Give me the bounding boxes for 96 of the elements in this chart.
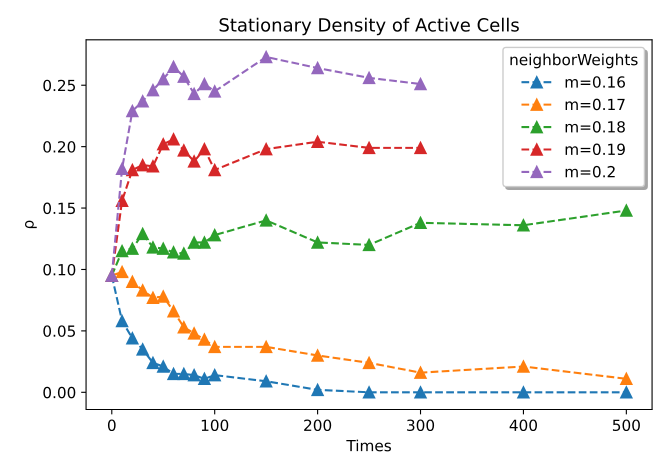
point [311, 62, 324, 74]
point [517, 386, 530, 399]
point [126, 164, 139, 176]
point [116, 266, 128, 278]
point [188, 368, 200, 382]
point [136, 158, 149, 172]
point [167, 304, 180, 318]
point [156, 290, 170, 303]
point [208, 340, 221, 354]
point [178, 144, 190, 157]
point [198, 236, 211, 249]
point [414, 78, 427, 90]
point [362, 142, 376, 154]
point [198, 333, 211, 346]
point [136, 228, 149, 240]
legend-label: m=0.18 [566, 121, 625, 133]
point [188, 327, 200, 340]
point [156, 72, 170, 86]
point [167, 368, 180, 380]
point [260, 340, 272, 354]
y-axis-title: ρ [25, 220, 37, 228]
y-tick-label: 0.00 [43, 386, 76, 398]
point [198, 78, 211, 90]
point [260, 375, 272, 388]
x-tick-label: 0 [108, 419, 116, 432]
point [198, 372, 211, 386]
point [178, 70, 190, 83]
point [414, 366, 427, 379]
point [188, 155, 200, 168]
x-tick-label: 100 [202, 419, 228, 432]
point [116, 314, 128, 328]
point [260, 50, 272, 64]
legend-label: m=0.17 [566, 98, 625, 110]
point [517, 360, 530, 373]
point [188, 236, 200, 249]
point [208, 228, 221, 242]
point [362, 72, 376, 84]
y-tick-label: 0.05 [43, 325, 76, 337]
point [126, 104, 139, 118]
point [146, 84, 160, 96]
point [362, 356, 376, 370]
point [208, 85, 221, 98]
point [414, 386, 427, 399]
x-tick-label: 400 [510, 419, 537, 432]
x-tick-label: 200 [304, 419, 332, 432]
point [178, 368, 190, 380]
point [620, 204, 633, 217]
point [362, 386, 376, 399]
point [156, 360, 170, 373]
x-axis-title: Times [346, 440, 391, 452]
point [146, 356, 160, 370]
point [136, 284, 149, 297]
y-tick-label: 0.10 [43, 264, 76, 276]
point [167, 246, 180, 259]
point [126, 276, 139, 288]
point [414, 216, 427, 230]
point [116, 244, 128, 258]
point [311, 384, 324, 396]
point [178, 247, 190, 260]
point [620, 372, 633, 386]
point [146, 241, 160, 254]
point [126, 332, 139, 345]
chart-title: Stationary Density of Active Cells [220, 18, 519, 36]
legend-label: m=0.16 [566, 76, 625, 88]
point [146, 160, 160, 173]
point [188, 88, 200, 100]
point [260, 142, 272, 156]
point [208, 164, 221, 176]
y-tick-label: 0.15 [43, 202, 76, 214]
point [178, 320, 190, 334]
point [146, 291, 160, 304]
point [167, 133, 180, 146]
legend-label: m=0.2 [566, 166, 615, 178]
point [311, 135, 324, 148]
point [620, 386, 633, 399]
legend-title: neighborWeights [510, 54, 638, 68]
point [414, 142, 427, 154]
point [116, 162, 128, 176]
point [311, 236, 324, 249]
point [311, 349, 324, 362]
point [260, 214, 272, 227]
point [156, 242, 170, 255]
point [362, 238, 376, 252]
point [198, 142, 211, 156]
point [208, 368, 221, 382]
point [517, 219, 530, 232]
legend-label: m=0.19 [566, 144, 625, 156]
point [126, 242, 139, 255]
x-tick-label: 500 [612, 419, 640, 432]
point [156, 138, 170, 150]
point [136, 94, 149, 108]
point [136, 343, 149, 356]
x-tick-label: 300 [407, 419, 434, 432]
point [167, 60, 180, 74]
y-tick-label: 0.25 [43, 80, 76, 92]
y-tick-label: 0.20 [43, 141, 76, 153]
